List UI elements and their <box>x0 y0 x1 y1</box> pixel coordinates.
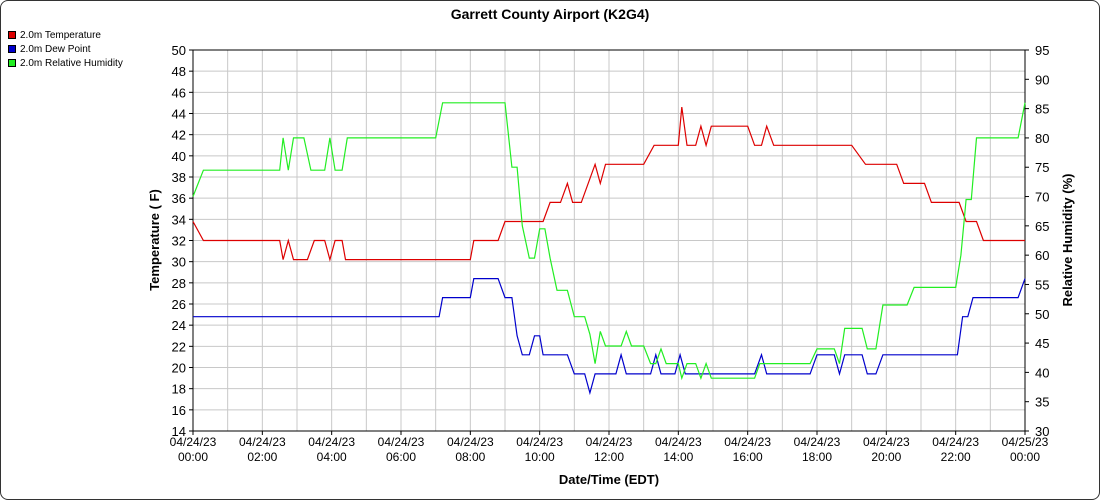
y-left-tick-label: 50 <box>172 43 186 58</box>
y-right-tick-label: 35 <box>1035 395 1049 410</box>
x-tick-label-date: 04/24/23 <box>932 435 979 449</box>
y-right-tick-label: 85 <box>1035 102 1049 117</box>
x-tick-label-date: 04/24/23 <box>655 435 702 449</box>
y-right-tick-label: 65 <box>1035 219 1049 234</box>
legend-item-dew-point: 2.0m Dew Point <box>8 42 123 56</box>
y-right-ticks: 30 35 40 45 50 55 60 65 70 75 80 85 90 95 <box>1025 43 1049 439</box>
x-tick-label-time: 06:00 <box>386 450 416 464</box>
legend-swatch-relative-humidity <box>8 59 16 67</box>
y-left-ticks: 14 16 18 20 22 24 26 28 30 32 34 36 38 40 42 44 46 48 50 <box>172 43 193 439</box>
legend-label-temperature: 2.0m Temperature <box>20 29 101 41</box>
y-left-tick-label: 44 <box>172 107 186 122</box>
y-right-tick-label: 95 <box>1035 43 1049 58</box>
x-tick-label-date: 04/25/23 <box>1002 435 1049 449</box>
y-right-tick-label: 70 <box>1035 190 1049 205</box>
x-tick-label-date: 04/24/23 <box>863 435 910 449</box>
x-tick-label-time: 02:00 <box>247 450 277 464</box>
y-left-tick-label: 42 <box>172 128 186 143</box>
y-left-tick-label: 32 <box>172 234 186 249</box>
y-left-tick-label: 36 <box>172 191 186 206</box>
x-tick-label-date: 04/24/23 <box>308 435 355 449</box>
y-right-tick-label: 40 <box>1035 365 1049 380</box>
x-tick-label-time: 12:00 <box>594 450 624 464</box>
series-layer <box>192 102 1026 396</box>
legend-label-dew-point: 2.0m Dew Point <box>20 43 91 55</box>
series-relative-humidity-line <box>192 102 1026 381</box>
x-tick-label-date: 04/24/23 <box>586 435 633 449</box>
legend-item-relative-humidity: 2.0m Relative Humidity <box>8 56 123 70</box>
x-ticks: 04/24/2300:0004/24/2302:0004/24/2304:000… <box>170 431 1049 464</box>
x-tick-label-date: 04/24/23 <box>516 435 563 449</box>
x-tick-label-time: 00:00 <box>178 450 208 464</box>
legend-label-relative-humidity: 2.0m Relative Humidity <box>20 57 123 69</box>
y-right-axis-label: Relative Humidity (%) <box>1060 174 1075 307</box>
y-right-tick-label: 55 <box>1035 277 1049 292</box>
x-tick-label-time: 08:00 <box>455 450 485 464</box>
x-tick-label-time: 00:00 <box>1010 450 1040 464</box>
y-right-tick-label: 45 <box>1035 336 1049 351</box>
y-left-tick-label: 22 <box>172 339 186 354</box>
y-left-tick-label: 40 <box>172 149 186 164</box>
y-left-tick-label: 18 <box>172 382 186 397</box>
x-tick-label-time: 20:00 <box>871 450 901 464</box>
series-dew-point-line <box>193 278 1026 396</box>
y-right-tick-label: 90 <box>1035 72 1049 87</box>
x-tick-label-date: 04/24/23 <box>794 435 841 449</box>
y-right-tick-label: 30 <box>1035 424 1049 439</box>
x-tick-label-time: 14:00 <box>663 450 693 464</box>
x-tick-label-time: 18:00 <box>802 450 832 464</box>
y-left-tick-label: 16 <box>172 403 186 418</box>
legend-item-temperature: 2.0m Temperature <box>8 28 123 42</box>
y-right-tick-label: 60 <box>1035 248 1049 263</box>
y-right-tick-label: 80 <box>1035 131 1049 146</box>
y-left-tick-label: 48 <box>172 64 186 79</box>
y-left-tick-label: 20 <box>172 361 186 376</box>
x-tick-label-time: 16:00 <box>733 450 763 464</box>
x-tick-label-date: 04/24/23 <box>378 435 425 449</box>
y-left-tick-label: 46 <box>172 85 186 100</box>
y-left-tick-label: 34 <box>172 212 186 227</box>
y-left-tick-label: 30 <box>172 255 186 270</box>
x-tick-label-time: 22:00 <box>941 450 971 464</box>
x-tick-label-date: 04/24/23 <box>239 435 286 449</box>
x-tick-label-time: 04:00 <box>317 450 347 464</box>
x-tick-label-date: 04/24/23 <box>170 435 217 449</box>
y-left-tick-label: 38 <box>172 170 186 185</box>
y-left-axis-label: Temperature ( F) <box>147 189 162 291</box>
chart-title: Garrett County Airport (K2G4) <box>451 6 650 22</box>
y-right-tick-label: 50 <box>1035 307 1049 322</box>
y-left-tick-label: 28 <box>172 276 186 291</box>
y-left-tick-label: 14 <box>172 424 186 439</box>
x-tick-label-date: 04/24/23 <box>447 435 494 449</box>
series-temperature-line <box>192 107 1025 262</box>
x-axis-label: Date/Time (EDT) <box>559 472 659 487</box>
legend: 2.0m Temperature 2.0m Dew Point 2.0m Rel… <box>8 28 123 70</box>
legend-swatch-dew-point <box>8 45 16 53</box>
x-tick-label-date: 04/24/23 <box>724 435 771 449</box>
y-right-tick-label: 75 <box>1035 160 1049 175</box>
legend-swatch-temperature <box>8 31 16 39</box>
y-left-tick-label: 26 <box>172 297 186 312</box>
y-left-tick-label: 24 <box>172 318 186 333</box>
x-tick-label-time: 10:00 <box>525 450 555 464</box>
